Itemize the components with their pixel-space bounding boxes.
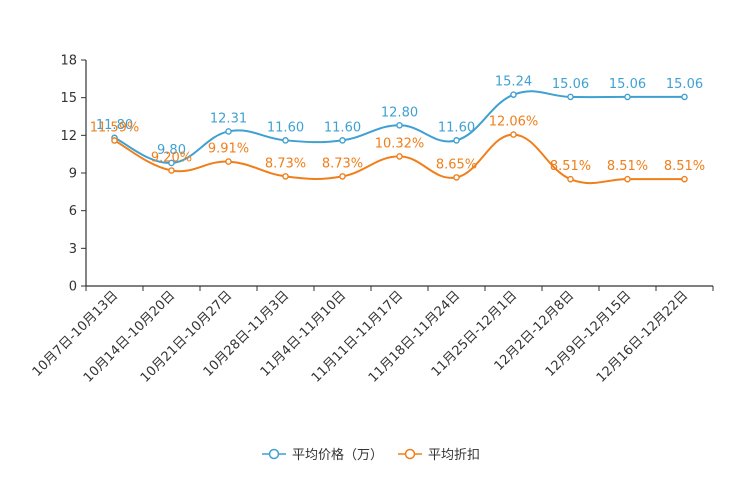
data-point (624, 175, 631, 183)
legend-item-0[interactable]: 平均价格（万） (262, 447, 383, 463)
data-point (282, 173, 289, 180)
data-label: 11.59% (90, 120, 140, 135)
data-label: 15.24 (495, 75, 532, 90)
data-label: 15.06 (666, 77, 703, 92)
data-label: 9.80 (157, 143, 186, 158)
data-label: 15.06 (609, 77, 646, 92)
data-point (168, 159, 175, 167)
data-label: 12.31 (210, 111, 247, 126)
data-point (396, 153, 403, 160)
legend-label: 平均折扣 (428, 448, 480, 463)
data-point (225, 158, 232, 165)
legend-label: 平均价格（万） (292, 447, 383, 463)
legend-marker-icon (268, 448, 280, 460)
data-label: 10.32% (375, 136, 425, 151)
y-tick-label: 15 (60, 91, 77, 106)
legend[interactable]: 平均价格（万） 平均折扣 (262, 447, 480, 463)
data-point (168, 167, 175, 174)
data-point (567, 175, 574, 183)
y-tick-label: 18 (60, 54, 77, 69)
data-point (453, 137, 460, 144)
data-label: 9.20% (151, 150, 192, 165)
data-point (282, 137, 289, 144)
y-tick-label: 0 (69, 280, 77, 295)
y-tick-label: 6 (69, 204, 77, 219)
data-point (510, 91, 517, 98)
data-label: 8.73% (265, 156, 306, 171)
data-label: 15.06 (552, 77, 589, 92)
data-point (681, 175, 688, 183)
data-point (453, 174, 460, 181)
data-label: 12.80 (381, 105, 418, 120)
data-label: 8.51% (550, 159, 591, 174)
data-label: 11.60 (438, 120, 475, 135)
series-layer (111, 90, 688, 185)
data-labels: 11.80 9.80 12.31 11.60 11.60 12.80 11.60 15.24 1… (90, 75, 705, 174)
axes: 036912151810月7日-10月13日10月14日-10月20日10月21… (30, 54, 714, 386)
data-label: 11.80 (96, 118, 133, 133)
data-point (624, 93, 631, 101)
data-label: 8.65% (436, 157, 477, 172)
data-point (111, 137, 118, 144)
data-label: 8.51% (664, 159, 705, 174)
y-tick-label: 9 (69, 167, 77, 182)
data-point (339, 173, 346, 180)
y-tick-label: 3 (69, 242, 77, 257)
data-point (339, 137, 346, 144)
data-point (225, 128, 232, 135)
legend-item-1[interactable]: 平均折扣 (398, 448, 480, 463)
data-point (681, 93, 688, 101)
data-label: 11.60 (324, 120, 361, 135)
data-label: 8.51% (607, 159, 648, 174)
data-label: 11.60 (267, 120, 304, 135)
data-point (510, 131, 517, 138)
data-label: 9.91% (208, 142, 249, 157)
data-label: 12.06% (489, 115, 539, 130)
data-label: 8.73% (322, 156, 363, 171)
data-point (567, 93, 574, 101)
legend-marker-icon (404, 448, 416, 460)
y-tick-label: 12 (60, 129, 77, 144)
data-point (396, 121, 403, 129)
